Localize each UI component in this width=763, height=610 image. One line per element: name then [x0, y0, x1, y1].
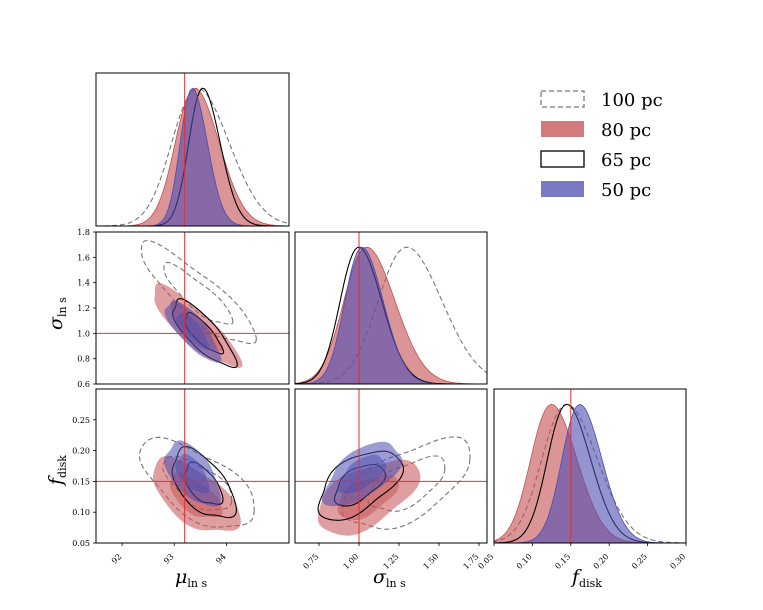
x-tick-label: 1.75	[461, 552, 480, 571]
y-tick-label: 0.10	[72, 508, 90, 517]
panel-fdisk-vs-fdisk	[494, 389, 686, 543]
panel-fdisk-vs-mu	[96, 389, 289, 543]
y-axis-label-fdisk: fdisk	[45, 455, 69, 487]
panel-fdisk-vs-sigma	[295, 389, 487, 543]
legend-swatch-80pc	[541, 121, 584, 137]
y-tick-label: 0.05	[72, 539, 90, 548]
y-tick-label: 0.20	[72, 447, 90, 456]
legend-label-65pc: 65 pc	[601, 150, 651, 171]
x-tick-label: 92	[110, 552, 124, 566]
legend-swatch-100pc	[540, 90, 585, 108]
legend-label-50pc: 50 pc	[601, 180, 651, 201]
x-tick-label: 0.05	[476, 552, 495, 571]
panel-frame	[95, 388, 290, 544]
contour-50pc-inner	[338, 454, 387, 494]
legend-label-80pc: 80 pc	[601, 120, 651, 141]
x-axis-label-fdisk: fdisk	[570, 566, 602, 590]
legend-label-100pc: 100 pc	[601, 90, 663, 111]
x-tick-label: 0.25	[630, 552, 649, 571]
panels: 0.6 0.8 1.0 1.2 1.4 1.6 1.8 92 93 94 0.05 0.10 0.15 0…	[72, 72, 687, 571]
panel-mu-vs-mu	[96, 73, 289, 226]
y-tick-label: 1.0	[77, 329, 90, 338]
legend: 100 pc 80 pc 65 pc 50 pc	[540, 90, 663, 201]
marginal-sigma-50pc	[295, 246, 487, 384]
panel-sigma-vs-sigma	[295, 232, 487, 384]
x-axis-label-mu: μln s	[175, 566, 207, 590]
marginal-mu-50pc	[96, 87, 289, 226]
x-tick-label: 0.75	[301, 552, 320, 571]
x-tick-label: 0.10	[515, 552, 534, 571]
panel-frame	[294, 388, 488, 544]
legend-swatch-65pc	[540, 150, 585, 168]
axis-labels: μln s σln s fdisk σln s fdisk	[45, 297, 602, 590]
contour-100pc-outer	[138, 436, 255, 528]
y-axis-label-sigma: σln s	[45, 297, 69, 330]
legend-swatch-50pc	[541, 181, 584, 197]
y-tick-label: 1.2	[77, 304, 90, 313]
x-tick-label: 93	[162, 552, 176, 566]
panel-frame	[493, 388, 687, 544]
x-tick-label: 0.20	[592, 552, 611, 571]
y-tick-label: 1.6	[77, 253, 90, 262]
contour-50pc-inner	[175, 453, 210, 494]
y-tick-label: 1.4	[77, 279, 90, 288]
panel-frame	[95, 72, 290, 227]
panel-sigma-vs-mu	[96, 232, 289, 384]
y-tick-label: 1.8	[77, 228, 90, 237]
x-tick-label: 1.50	[421, 552, 440, 571]
panel-frame	[294, 231, 488, 385]
x-tick-label: 0.15	[553, 552, 572, 571]
x-axis-label-sigma: σln s	[373, 566, 406, 590]
y-tick-label: 0.25	[72, 416, 90, 425]
y-tick-label: 0.6	[77, 380, 90, 389]
contour-100pc-inner	[163, 261, 234, 325]
x-tick-label: 94	[214, 552, 228, 566]
y-tick-label: 0.8	[77, 355, 90, 364]
x-tick-label: 0.30	[668, 552, 687, 571]
x-tick-label: 1.00	[341, 552, 360, 571]
y-tick-label: 0.15	[72, 477, 90, 486]
